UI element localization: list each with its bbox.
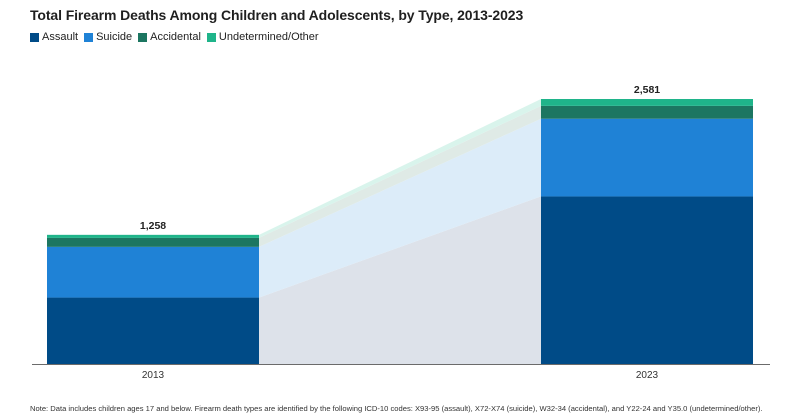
legend-label-suicide: Suicide [96, 31, 133, 43]
connector-band-undetermined [259, 99, 541, 238]
chart-title: Total Firearm Deaths Among Children and … [30, 7, 524, 23]
legend-item-assault[interactable]: Assault [30, 31, 78, 43]
connector-band-accidental [259, 105, 541, 247]
legend-item-accidental[interactable]: Accidental [138, 31, 201, 43]
bar-segment-accidental-2013 [47, 237, 259, 247]
legend-swatch-undetermined [206, 32, 216, 42]
connector-band-suicide [259, 118, 541, 298]
legend-swatch-assault [30, 32, 39, 42]
legend-swatch-accidental [138, 32, 148, 42]
bar-segment-suicide-2023 [541, 118, 753, 197]
legend-label-assault: Assault [42, 31, 79, 43]
legend-label-undetermined: Undetermined/Other [218, 31, 319, 43]
legend-item-suicide[interactable]: Suicide [84, 31, 132, 43]
bar-segment-assault-2013 [47, 297, 259, 364]
bar-segment-undetermined-2023 [541, 99, 753, 106]
bar-segment-suicide-2013 [47, 246, 259, 298]
chart-note: Note: Data includes children ages 17 and… [30, 404, 763, 413]
connector-band-assault [259, 196, 541, 364]
chart-legend: Assault Suicide Accidental Undetermined/… [30, 31, 325, 43]
legend-label-accidental: Accidental [150, 31, 201, 43]
bar-segment-accidental-2023 [541, 105, 753, 119]
legend-item-undetermined[interactable]: Undetermined/Other [206, 31, 319, 43]
legend-swatch-suicide [84, 32, 94, 42]
bar-segment-undetermined-2013 [47, 234, 259, 238]
total-label-2013: 1,258 [140, 220, 166, 232]
total-label-2023: 2,581 [634, 84, 660, 96]
bar-segment-assault-2023 [541, 196, 753, 364]
x-tick-label-2013: 2013 [142, 370, 165, 381]
x-tick-label-2023: 2023 [636, 370, 659, 381]
